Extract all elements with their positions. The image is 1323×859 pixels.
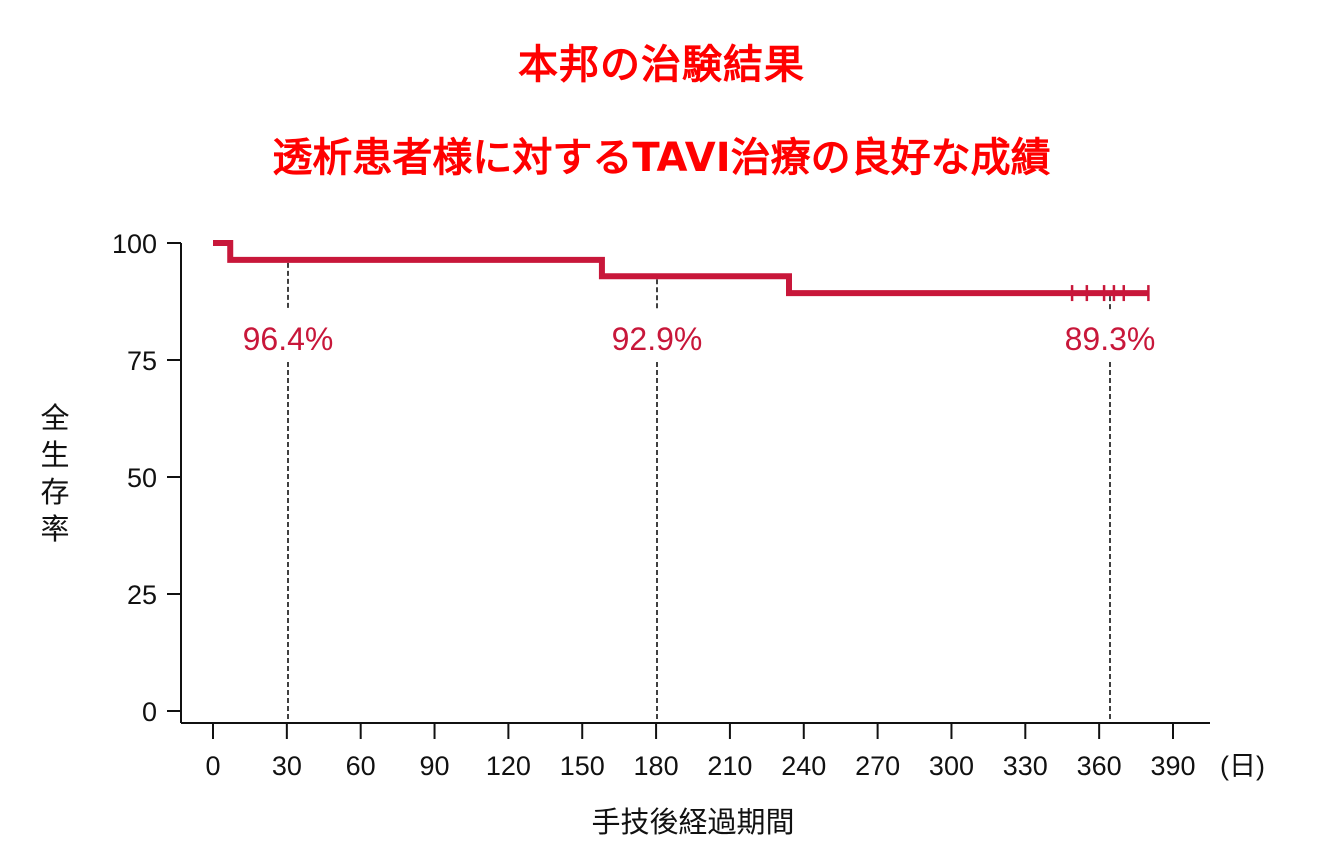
survival-percent-label: 89.3% <box>1065 321 1156 357</box>
y-tick-label: 0 <box>142 697 157 727</box>
x-tick-label: 330 <box>1003 751 1048 781</box>
x-tick-label: 270 <box>855 751 900 781</box>
x-tick-label: 150 <box>560 751 605 781</box>
axes: 0 25 50 75 100 0 30 60 90 120 150 180 210 240 270 300 33… <box>40 229 1210 781</box>
x-tick-label: 120 <box>486 751 531 781</box>
reference-lines <box>287 262 1111 723</box>
survival-percent-label: 92.9% <box>612 321 703 357</box>
chart-title-line1: 本邦の治験結果 <box>518 42 805 88</box>
y-axis-title-char: 生 <box>40 438 69 472</box>
survival-step-line <box>213 240 1149 297</box>
x-tick-label: 210 <box>707 751 752 781</box>
y-axis-title-char: 率 <box>40 512 69 546</box>
x-tick-label: 180 <box>634 751 679 781</box>
y-tick-label: 50 <box>127 463 157 493</box>
x-tick-label: 390 <box>1150 751 1195 781</box>
x-tick-label: 360 <box>1077 751 1122 781</box>
x-tick-label: 30 <box>272 751 302 781</box>
x-axis-unit: (日) <box>1220 751 1265 781</box>
y-axis-title-char: 全 <box>40 401 69 435</box>
x-tick-label: 300 <box>929 751 974 781</box>
survival-percent-label: 96.4% <box>243 321 334 357</box>
y-tick-label: 75 <box>127 346 157 376</box>
x-tick-label: 90 <box>420 751 450 781</box>
survival-curve <box>213 240 1150 302</box>
x-tick-label: 60 <box>346 751 376 781</box>
annotation-labels: 96.4% 92.9% 89.3% <box>243 321 1156 357</box>
x-tick-label: 240 <box>781 751 826 781</box>
y-tick-label: 100 <box>112 229 157 259</box>
y-axis-title-char: 存 <box>40 475 69 509</box>
x-tick-label: 0 <box>205 751 220 781</box>
x-axis-title: 手技後経過期間 <box>591 805 794 839</box>
y-tick-label: 25 <box>127 580 157 610</box>
chart-title-line2: 透析患者様に対するTAVI治療の良好な成績 <box>272 135 1051 181</box>
